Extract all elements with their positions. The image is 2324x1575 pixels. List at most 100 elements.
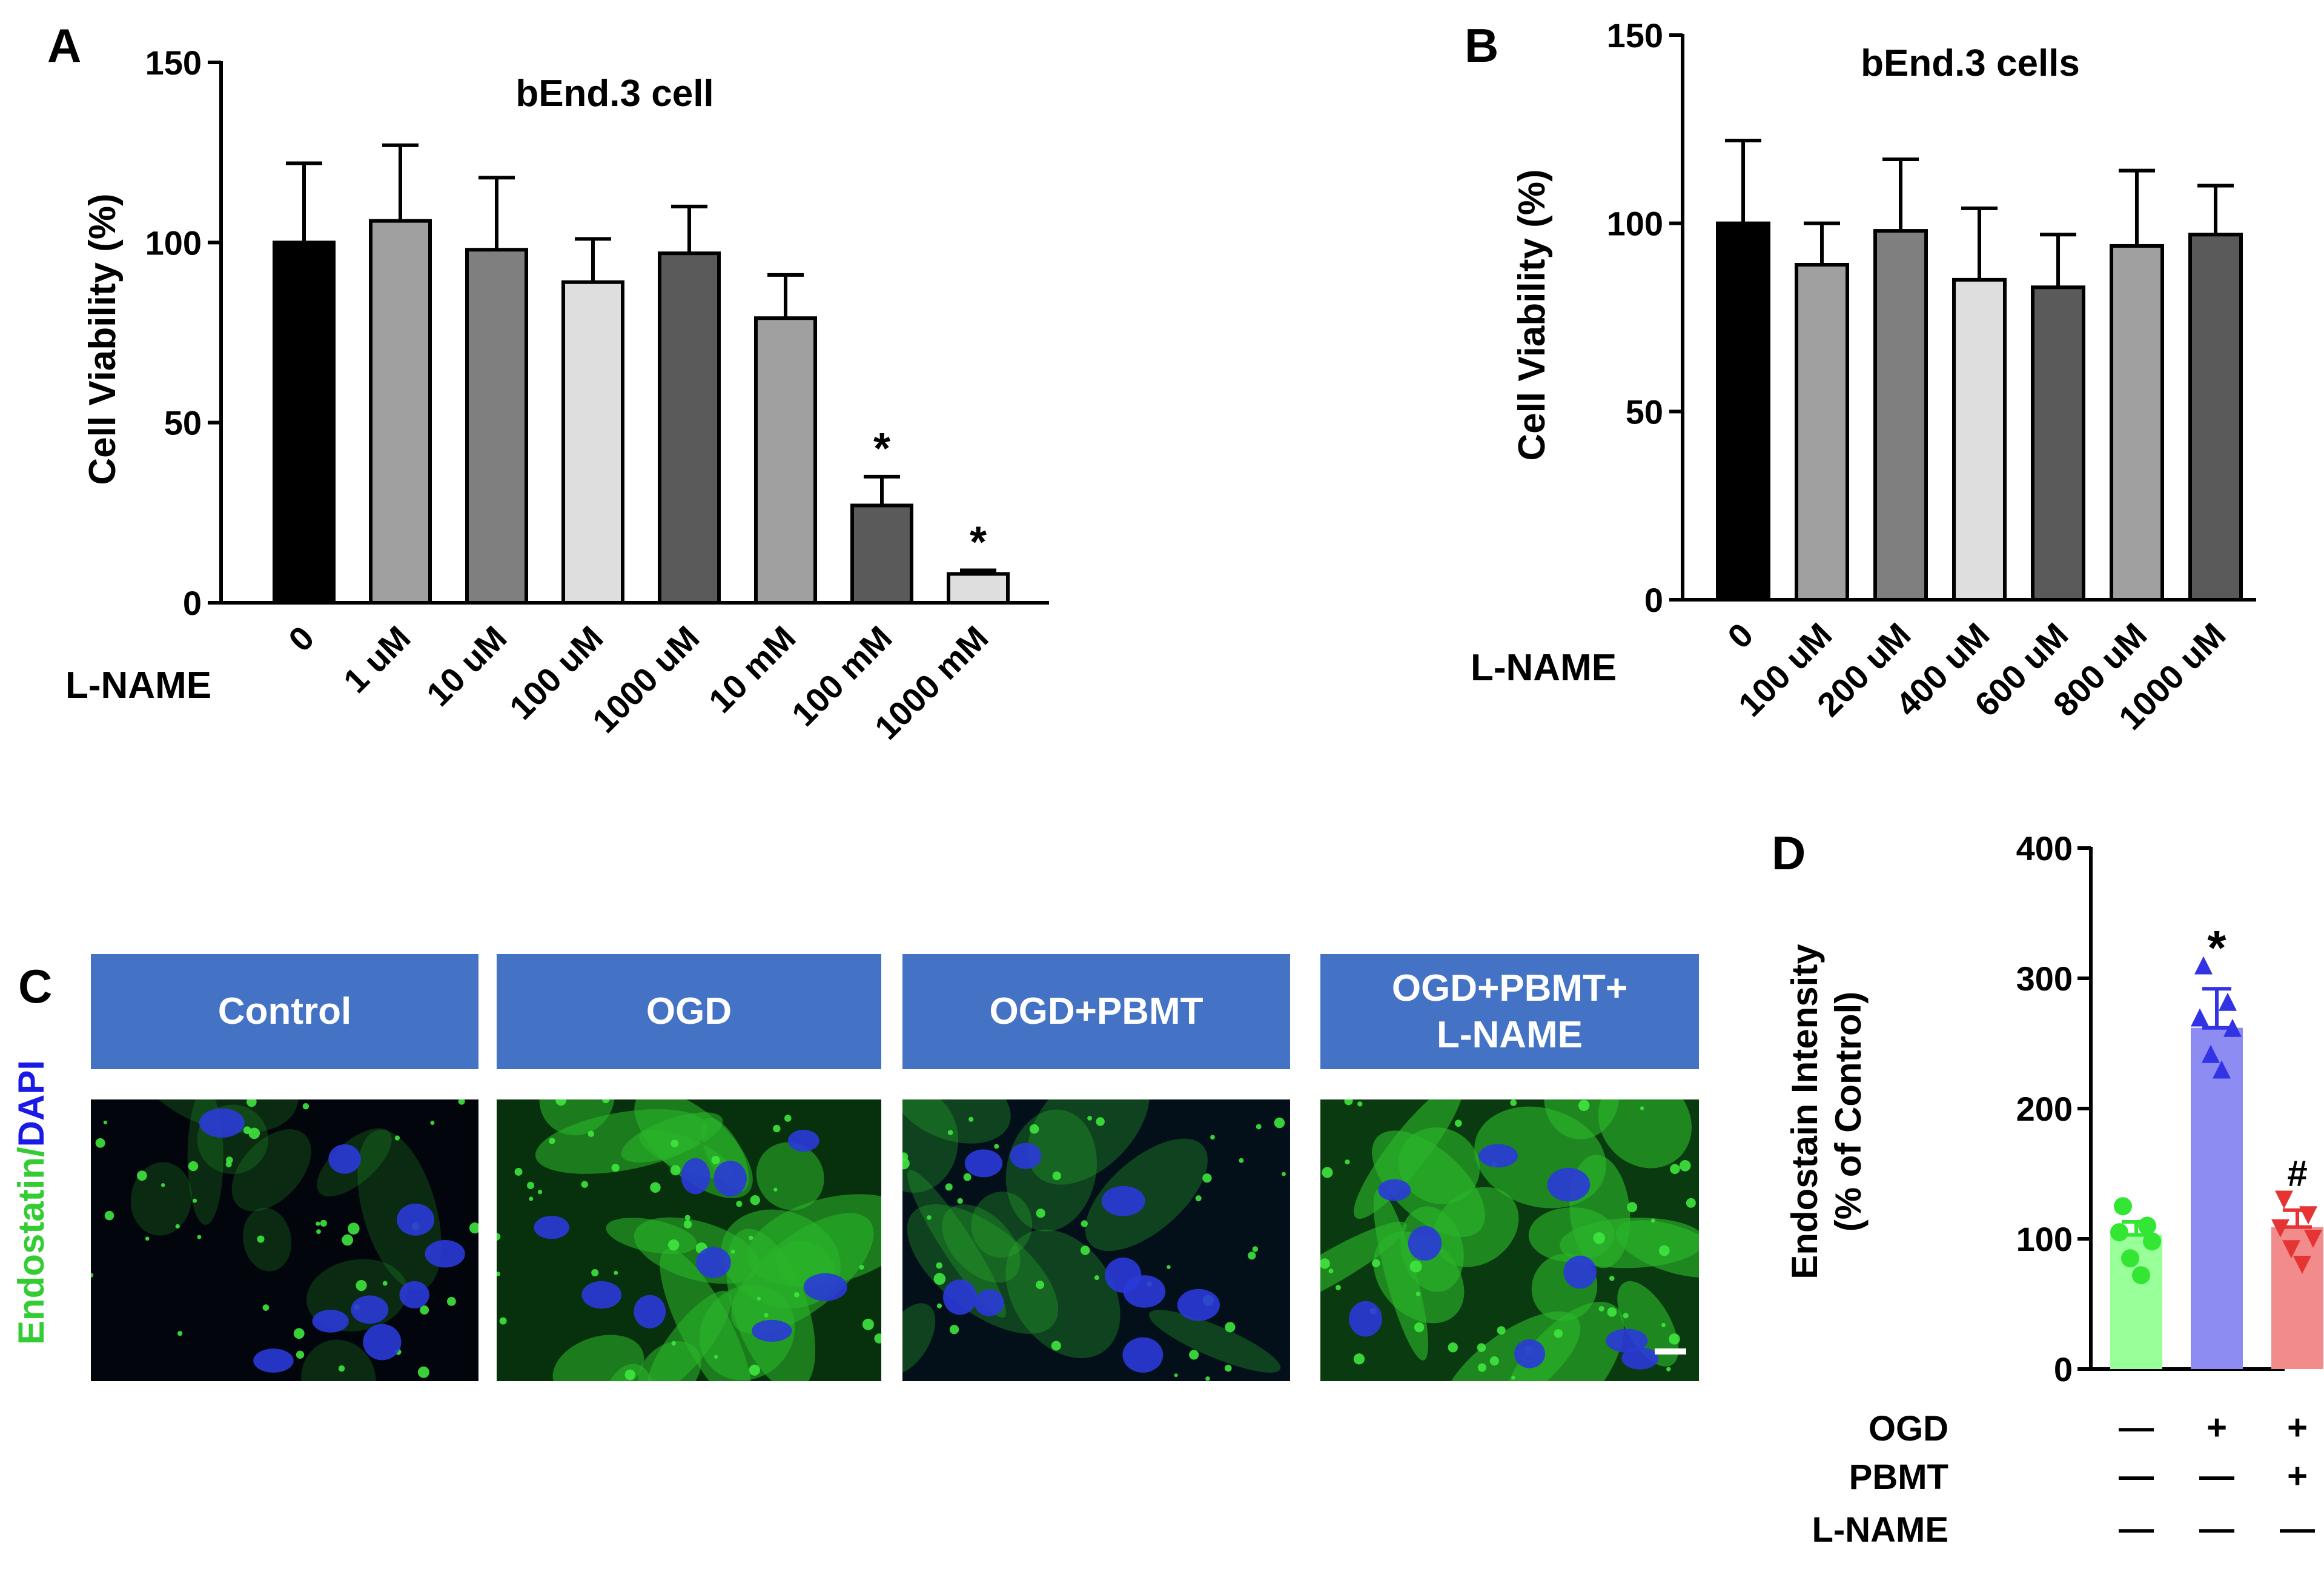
nucleus [363,1324,402,1361]
bar [947,572,1010,605]
nucleus [975,1289,1004,1316]
punctum [862,1318,874,1330]
bar [1952,277,2007,602]
punctum [902,1158,910,1170]
cytoplasm-signal [1027,1099,1150,1185]
micrograph [1320,1099,1699,1455]
nucleus [1177,1288,1220,1321]
punctum [549,1138,555,1144]
cytoplasm-signal [1389,1390,1460,1455]
punctum [1202,1173,1212,1183]
y-tick-label: 400 [2016,829,2073,867]
y-label-part: Endostatin [11,1157,51,1345]
punctum [1274,1117,1285,1129]
condition-label: PBMT [1849,1457,1948,1497]
punctum [784,1115,792,1122]
condition-sign: — [2280,1509,2315,1548]
punctum [192,1198,197,1203]
punctum [1345,1159,1350,1165]
punctum [514,1167,523,1176]
condition-sign: — [2199,1509,2234,1548]
punctum [302,1102,310,1110]
punctum [1195,1195,1202,1202]
cytoplasm-signal [301,1339,376,1381]
header-ogd-pbmt: OGD+PBMT [902,954,1290,1069]
data-point [2213,1060,2231,1079]
condition-sign: — [2119,1408,2154,1447]
punctum [1029,1124,1039,1134]
bar [2110,244,2164,602]
punctum [1578,1099,1590,1112]
cytoplasm-signal [971,1192,1033,1258]
punctum [602,1099,610,1104]
punctum [1344,1099,1353,1106]
punctum [588,1130,595,1138]
punctum [316,1229,321,1234]
nucleus [713,1161,747,1196]
punctum [1210,1135,1215,1140]
punctum [591,1269,599,1277]
punctum [1609,1276,1615,1281]
punctum [1669,1333,1680,1345]
y-label-line: Endostain Intensity [1784,944,1825,1279]
punctum [1353,1353,1365,1365]
nucleus [1101,1185,1145,1216]
y-label-part: DAPI [11,1060,51,1147]
data-point [2138,1216,2156,1235]
punctum [614,1270,618,1275]
punctum [175,1224,180,1229]
nucleus [312,1310,349,1333]
panel-letter: D [1772,826,1806,880]
cytoplasm-signal [130,1162,192,1236]
punctum [1087,1116,1092,1121]
punctum [963,1173,972,1181]
nucleus [581,1281,622,1309]
bar [273,240,336,605]
punctum [1052,1171,1061,1181]
punctum [1593,1232,1605,1244]
y-tick-label: 0 [2054,1350,2073,1388]
punctum [417,1366,429,1378]
punctum [671,1341,677,1346]
data-point [2299,1206,2317,1225]
micrograph [902,1099,1290,1381]
punctum [293,1328,305,1339]
punctum [537,1189,543,1195]
punctum [793,1292,799,1298]
punctum [927,1215,932,1220]
x-axis-label: L-NAME [65,665,211,706]
punctum [262,1304,270,1311]
nucleus [1547,1167,1591,1202]
punctum [469,1222,478,1234]
punctum [1686,1198,1696,1208]
punctum [95,1138,105,1148]
nucleus [634,1295,666,1328]
punctum [420,1305,429,1315]
micrograph-background [91,1099,478,1381]
punctum [1510,1099,1517,1106]
header-control: Control [91,954,478,1069]
y-tick-label: 100 [1607,205,1663,243]
data-point [2191,1008,2209,1027]
micrograph-background [902,1099,1290,1381]
bar [2031,285,2085,602]
micrograph [497,1099,881,1381]
cytoplasm-signal [756,1142,824,1210]
punctum [949,1325,959,1335]
punctum [874,1333,881,1344]
nucleus [752,1319,792,1342]
chart-title: bEnd.3 cells [1861,42,2080,84]
cytoplasm-signal [902,1099,959,1193]
punctum [1554,1329,1563,1338]
punctum [1598,1305,1604,1311]
nucleus [787,1129,819,1152]
y-tick-label: 0 [1644,581,1663,619]
y-tick-label: 50 [1626,393,1663,431]
punctum [1320,1258,1330,1269]
condition-label: OGD [1869,1409,1948,1448]
nucleus [1621,1347,1659,1370]
punctum [1081,1220,1088,1227]
punctum [1094,1275,1099,1281]
nucleus [199,1108,245,1138]
